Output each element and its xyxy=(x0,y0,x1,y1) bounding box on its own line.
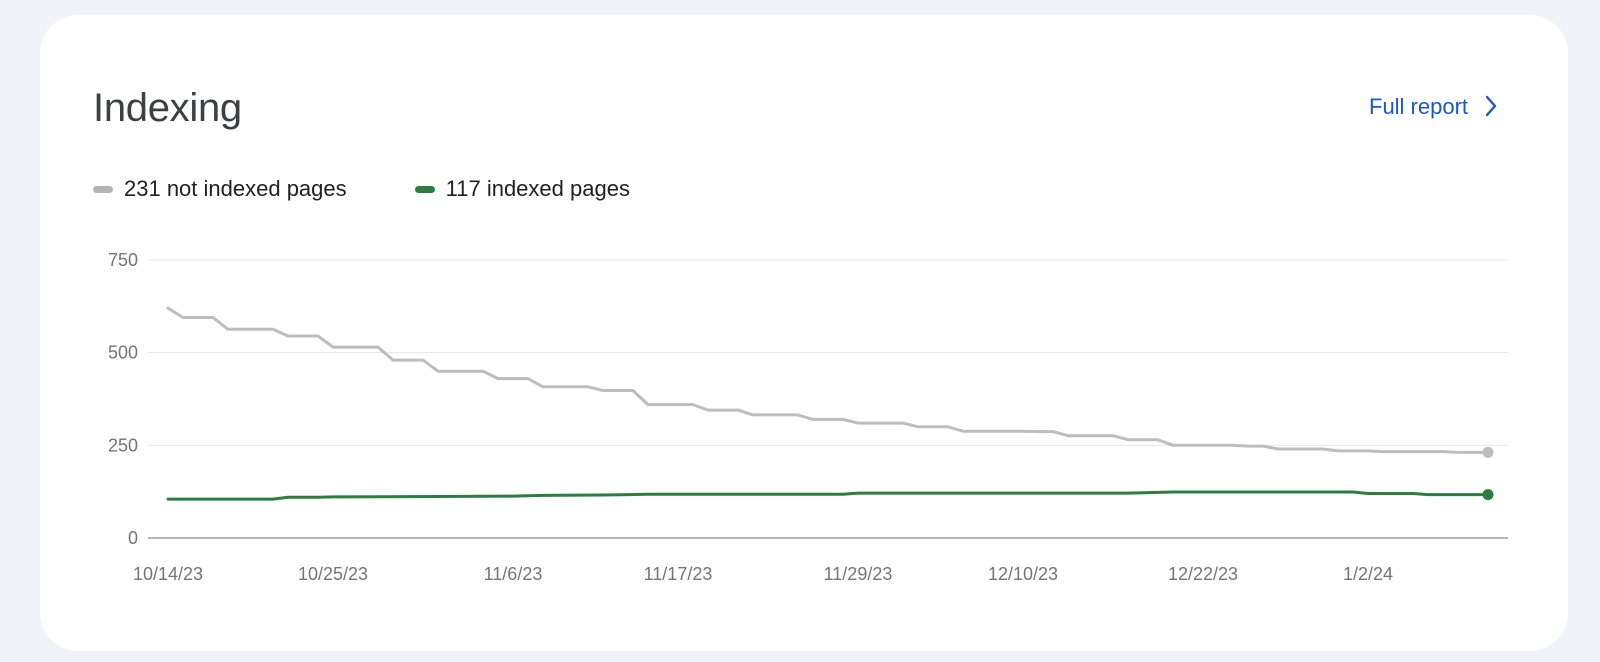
legend-item-not-indexed[interactable]: 231 not indexed pages xyxy=(93,174,347,204)
x-tick-label: 12/22/23 xyxy=(1168,564,1238,584)
y-tick-label: 250 xyxy=(108,435,138,455)
series-line-indexed xyxy=(166,490,1490,501)
card-title: Indexing xyxy=(93,86,242,130)
x-tick-label: 10/25/23 xyxy=(298,564,368,584)
indexing-card xyxy=(40,15,1568,651)
full-report-link[interactable]: Full report xyxy=(1369,92,1504,122)
x-tick-label: 11/17/23 xyxy=(644,564,713,584)
legend-label-indexed: 117 indexed pages xyxy=(445,176,630,201)
y-tick-label: 750 xyxy=(108,250,138,270)
series-end-point-not-indexed xyxy=(1482,446,1494,458)
legend-label-not-indexed: 231 not indexed pages xyxy=(124,176,347,201)
y-tick-label: 500 xyxy=(108,343,138,363)
legend-item-indexed[interactable]: 117 indexed pages xyxy=(414,174,630,204)
series-line-not-indexed xyxy=(166,306,1490,454)
full-report-label: Full report xyxy=(1369,94,1469,119)
chart-legend: 231 not indexed pages 117 indexed pages xyxy=(93,174,630,204)
x-tick-label: 1/2/24 xyxy=(1343,564,1393,584)
legend-swatch-not-indexed xyxy=(93,185,113,193)
x-tick-label: 10/14/23 xyxy=(133,564,203,584)
legend-swatch-indexed xyxy=(414,185,435,193)
x-tick-label: 11/29/23 xyxy=(824,564,893,584)
y-tick-label: 0 xyxy=(128,528,138,548)
x-tick-label: 12/10/23 xyxy=(988,564,1058,584)
series-end-point-indexed xyxy=(1482,489,1494,501)
chevron-right-icon xyxy=(1484,95,1504,119)
x-tick-label: 11/6/23 xyxy=(484,564,543,584)
